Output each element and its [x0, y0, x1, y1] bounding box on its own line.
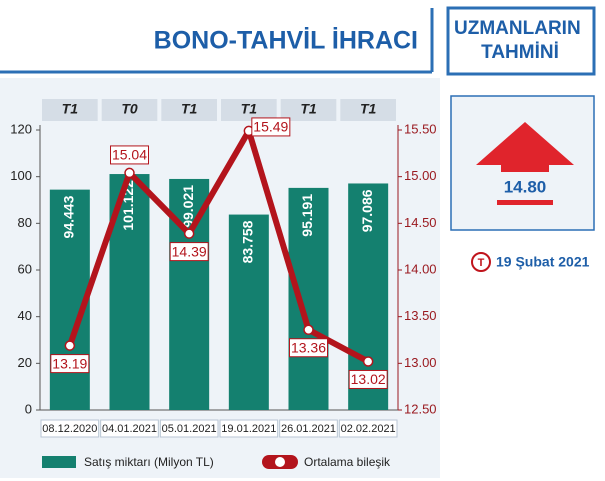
y-tick-label: 20 — [18, 355, 32, 370]
bar-value-label: 95.191 — [299, 194, 315, 237]
bar — [288, 187, 329, 410]
line-point — [183, 228, 195, 239]
y-tick-label: 60 — [18, 261, 32, 276]
date-cell — [159, 419, 219, 438]
y2-tick-label: 13.50 — [404, 308, 437, 323]
y2-tick-label: 14.00 — [404, 261, 437, 276]
bar-value-label: 94.443 — [61, 195, 77, 238]
y-tick-label: 0 — [25, 401, 32, 416]
y2-tick-label: 15.00 — [404, 168, 437, 183]
period-label: T1 — [62, 101, 79, 117]
date-cell — [40, 419, 100, 438]
legend-swatch-dot — [275, 457, 285, 467]
line-value-label: 14.39 — [172, 243, 207, 259]
t-icon — [471, 252, 491, 272]
bar-value-label: 97.086 — [359, 189, 375, 232]
forecast-title-line: UZMANLARIN — [454, 18, 581, 39]
up-arrow — [476, 122, 574, 172]
legend-swatch — [42, 456, 76, 468]
forecast-frame — [446, 6, 596, 76]
date-cell — [338, 419, 398, 438]
line-point — [362, 356, 374, 367]
y-tick-label: 80 — [18, 215, 32, 230]
line-point — [303, 324, 314, 335]
x-tick-label: 02.02.2021 — [341, 423, 396, 435]
date-cell — [100, 419, 159, 438]
line — [66, 127, 370, 365]
period-cell — [42, 99, 98, 121]
line-point — [64, 340, 76, 351]
y2-tick-label: 13.00 — [404, 355, 437, 370]
line-label-box — [289, 338, 328, 358]
line-value-label: 13.36 — [291, 339, 326, 355]
line-value-label: 13.02 — [351, 371, 386, 387]
date-cell — [279, 419, 338, 438]
y-tick-label: 40 — [18, 308, 32, 323]
x-tick-label: 04.01.2021 — [102, 423, 157, 435]
period-label: T1 — [360, 101, 377, 117]
line-label-box — [169, 242, 209, 262]
line-value-label: 13.19 — [52, 355, 87, 371]
line-label-box — [251, 117, 291, 137]
bar-value-label: 83.758 — [240, 220, 256, 263]
y-tick-label: 100 — [10, 168, 32, 183]
chart-title: BONO-TAHVİL İHRACI — [154, 27, 418, 55]
line-value-label: 15.04 — [112, 147, 147, 163]
legend-label: Satış miktarı (Milyon TL) — [84, 455, 214, 469]
y2-tick-label: 15.50 — [404, 121, 437, 136]
period-label: T1 — [181, 101, 198, 117]
period-label: T1 — [300, 101, 317, 117]
line-value-label: 15.49 — [253, 119, 288, 135]
period-label: T0 — [121, 101, 138, 117]
period-cell — [221, 99, 277, 121]
y2-tick-label: 12.50 — [404, 401, 437, 416]
bar-value-label: 99.021 — [180, 185, 196, 228]
underline — [497, 200, 553, 205]
t-icon-letter: T — [478, 257, 485, 269]
line-label-box — [348, 369, 388, 389]
y-tick-label: 120 — [10, 121, 32, 136]
x-tick-label: 08.12.2020 — [42, 423, 97, 435]
x-tick-label: 26.01.2021 — [281, 423, 336, 435]
bar — [228, 214, 269, 410]
line-point — [124, 167, 135, 179]
forecast-title: UZMANLARIN TAHMİNİ — [454, 18, 586, 63]
y2-tick-label: 14.50 — [404, 215, 437, 230]
period-cell — [280, 99, 337, 121]
period-cell — [161, 99, 217, 121]
line-label-box — [110, 145, 149, 165]
period-cell — [340, 99, 396, 121]
date-cell — [219, 419, 279, 438]
legend-label: Ortalama bileşik — [304, 455, 391, 469]
x-tick-label: 19.01.2021 — [221, 423, 276, 435]
x-tick-label: 05.01.2021 — [162, 423, 217, 435]
forecast-date: 19 Şubat 2021 — [496, 254, 590, 270]
forecast-value: 14.80 — [504, 177, 547, 196]
forecast-title-line: TAHMİNİ — [481, 42, 559, 63]
period-cell — [101, 99, 158, 121]
period-label: T1 — [241, 101, 258, 117]
line-label-box — [50, 354, 90, 374]
